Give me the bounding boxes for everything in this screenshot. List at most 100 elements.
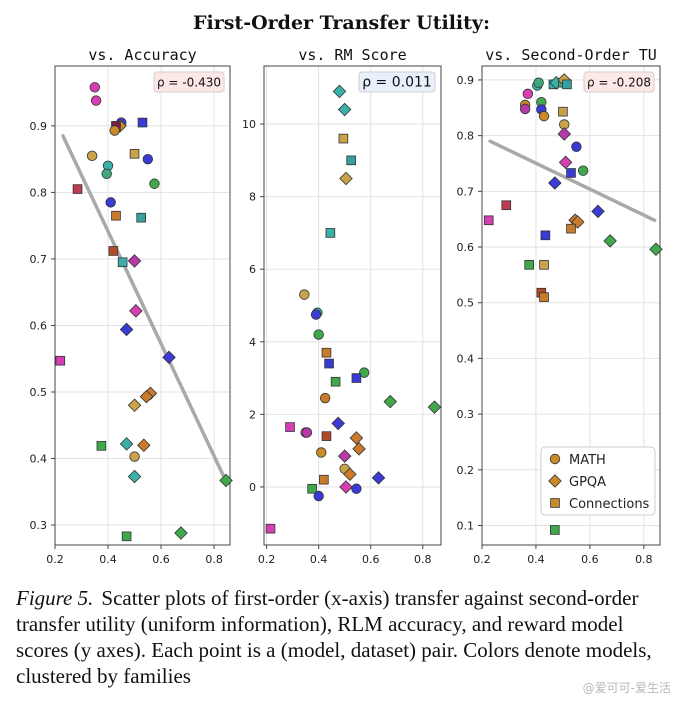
y-tick-label: 0.3: [457, 408, 475, 421]
chart-panel-2: vs. RM Score 0.2 0.4 0.6 0.8 0 2 4 6 8 10 ρ = 0.011: [242, 46, 442, 566]
y-tick-label: 0.6: [30, 319, 48, 332]
data-point-circle: [310, 309, 322, 320]
x-tick-label: 0.4: [310, 553, 328, 566]
y-tick-label: 0.7: [457, 185, 475, 198]
legend-marker-diamond: [548, 474, 562, 488]
panel-title: vs. Second-Order TU: [485, 46, 657, 64]
data-point-square: [346, 155, 356, 166]
data-point-square: [550, 525, 560, 535]
annotation-box: [583, 71, 655, 93]
data-point-circle: [313, 329, 324, 340]
data-point-square: [96, 441, 107, 451]
data-point-square: [55, 355, 66, 366]
data-point-circle: [109, 125, 120, 136]
data-point-square: [524, 260, 534, 270]
data-point-square: [483, 215, 494, 226]
data-point-square: [117, 257, 128, 268]
panel-title: vs. Accuracy: [88, 46, 196, 64]
data-point-square: [351, 373, 362, 383]
y-tick-label: 0.3: [30, 519, 48, 532]
x-tick-label: 0.6: [362, 553, 380, 566]
y-tick-label: 0.4: [30, 453, 48, 466]
data-point-circle: [105, 197, 116, 208]
data-point-circle: [519, 103, 531, 115]
correlation-annotation: ρ = -0.208: [583, 71, 655, 93]
data-point-diamond: [331, 416, 345, 431]
data-point-diamond: [162, 350, 176, 365]
annotation-text: ρ = -0.430: [157, 76, 221, 90]
scatter-figure: vs. Accuracy 0.2 0.4 0.6 0.8 0.3 0.4 0.5 0.6 0.7 0…: [30, 46, 663, 566]
legend-label: MATH: [569, 453, 606, 468]
y-tick-label: 10: [242, 118, 256, 131]
data-point-square: [137, 117, 148, 128]
data-point-square: [136, 212, 146, 223]
chart-panel-1: vs. Accuracy 0.2 0.4 0.6 0.8 0.3 0.4 0.5 0.6 0.7 0…: [30, 46, 233, 566]
data-point-square: [307, 483, 317, 494]
data-point-square: [265, 523, 276, 534]
data-point-square: [501, 200, 512, 211]
data-point-square: [129, 149, 140, 159]
data-point-diamond: [603, 234, 617, 248]
trend-line: [488, 139, 657, 223]
data-point-diamond: [427, 400, 442, 414]
y-tick-label: 0.8: [457, 130, 475, 143]
data-point-diamond: [219, 473, 233, 488]
correlation-annotation: ρ = -0.430: [153, 71, 225, 93]
y-tick-label: 4: [249, 336, 256, 349]
data-point-square: [108, 246, 119, 256]
data-point-diamond: [371, 471, 386, 485]
data-point-diamond: [557, 127, 572, 141]
data-point-diamond: [127, 254, 142, 268]
data-point-circle: [538, 110, 550, 122]
data-point-circle: [359, 367, 370, 378]
data-point-circle: [319, 392, 331, 404]
data-point-square: [321, 347, 332, 358]
data-point-square: [338, 133, 349, 144]
data-point-diamond: [127, 398, 142, 413]
x-tick-label: 0.6: [581, 553, 599, 566]
data-point-square: [566, 223, 576, 234]
y-tick-label: 0.4: [457, 352, 475, 365]
data-point-diamond: [119, 437, 134, 451]
legend-box: [540, 446, 656, 516]
data-point-square: [319, 474, 329, 485]
x-tick-label: 0.2: [473, 553, 491, 566]
data-point-diamond: [352, 442, 366, 456]
data-point-diamond: [127, 469, 142, 484]
y-tick-label: 8: [249, 191, 256, 204]
data-point-square: [324, 358, 334, 369]
panel-title: vs. RM Score: [298, 46, 406, 64]
x-tick-label: 0.4: [527, 553, 545, 566]
data-point-diamond: [139, 389, 154, 404]
y-tick-label: 0.7: [30, 253, 48, 266]
data-point-square: [558, 106, 568, 117]
y-tick-label: 6: [249, 263, 256, 276]
y-tick-label: 0.9: [30, 120, 48, 133]
data-point-square: [566, 168, 576, 178]
x-tick-label: 0.8: [205, 553, 223, 566]
data-point-square: [321, 431, 332, 441]
data-point-diamond: [119, 322, 134, 337]
data-point-circle: [142, 153, 154, 165]
legend-marker-square: [550, 498, 560, 508]
data-point-diamond: [383, 394, 398, 409]
annotation-text: ρ = 0.011: [362, 75, 432, 91]
data-point-square: [539, 260, 549, 270]
x-tick-label: 0.2: [258, 553, 276, 566]
data-point-circle: [313, 490, 324, 502]
legend: MATH GPQA Connections: [540, 446, 656, 516]
data-point-diamond: [558, 155, 573, 170]
data-point-diamond: [337, 449, 352, 463]
plot-frame: [481, 65, 661, 546]
data-point-circle: [129, 451, 140, 462]
data-point-square: [325, 228, 336, 238]
data-point-circle: [577, 165, 589, 176]
annotation-text: ρ = -0.208: [587, 76, 651, 90]
data-point-circle: [89, 82, 100, 93]
y-tick-label: 0.2: [457, 464, 475, 477]
data-point-diamond: [332, 84, 347, 99]
caption-label: Figure 5.: [16, 586, 94, 610]
y-tick-label: 0.8: [30, 186, 48, 199]
data-point-diamond: [137, 438, 151, 452]
data-point-square: [562, 79, 572, 90]
